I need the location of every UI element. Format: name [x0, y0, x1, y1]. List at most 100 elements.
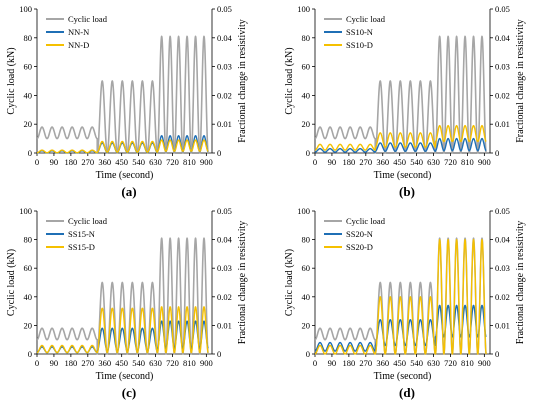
- caption-b: (b): [399, 184, 415, 199]
- y-axis-label: Cyclic load (kN): [284, 47, 295, 114]
- x-tick-label: 90: [328, 157, 337, 167]
- x-tick-label: 630: [149, 157, 162, 167]
- x-tick-label: 900: [200, 157, 213, 167]
- legend-label: Cyclic load: [346, 14, 386, 24]
- series-line-ss15-d: [36, 306, 209, 354]
- x-tick-label: 630: [427, 157, 440, 167]
- x-tick-label: 90: [50, 157, 59, 167]
- x-tick-label: 360: [98, 358, 111, 368]
- x-tick-label: 720: [166, 157, 179, 167]
- y2-tick-label: 0.03: [495, 263, 510, 273]
- y-tick-label: 60: [302, 263, 311, 273]
- y2-tick-label: 0.05: [495, 206, 510, 216]
- x-tick-label: 900: [200, 358, 213, 368]
- x-tick-label: 810: [461, 157, 474, 167]
- chart-panel-1: 0 20 40 60 80 100 0 0.01 0.02 0.03 0.04 0.05 0 90 180 2…: [284, 4, 526, 181]
- y2-tick-label: 0: [495, 349, 499, 359]
- x-tick-label: 540: [410, 157, 423, 167]
- chart-panel-2: 0 20 40 60 80 100 0 0.01 0.02 0.03 0.04 0.05 0 90 180 2…: [6, 206, 248, 382]
- y2-tick-label: 0.03: [217, 263, 232, 273]
- legend-label: SS15-D: [68, 242, 95, 252]
- x-tick-label: 0: [35, 358, 39, 368]
- x-tick-label: 270: [81, 157, 94, 167]
- y-tick-label: 20: [24, 320, 33, 330]
- series-line-ss20-n: [314, 304, 487, 352]
- x-tick-label: 540: [132, 358, 145, 368]
- series-line-ss10-d: [314, 124, 487, 151]
- x-tick-label: 360: [98, 157, 111, 167]
- y2-tick-label: 0.05: [495, 4, 510, 14]
- y-tick-label: 40: [24, 90, 33, 100]
- x-axis-label: Time (second): [374, 170, 432, 181]
- y2-tick-label: 0.05: [217, 206, 232, 216]
- legend-label: SS20-D: [346, 242, 373, 252]
- x-tick-label: 810: [461, 358, 474, 368]
- x-tick-label: 540: [132, 157, 145, 167]
- y2-tick-label: 0.05: [217, 4, 232, 14]
- x-tick-label: 0: [313, 358, 317, 368]
- y2-tick-label: 0.04: [495, 33, 511, 43]
- x-axis-label: Time (second): [96, 371, 154, 382]
- y2-tick-label: 0: [217, 148, 221, 158]
- y-tick-label: 60: [302, 62, 311, 72]
- y-tick-label: 20: [302, 320, 311, 330]
- x-tick-label: 270: [359, 157, 372, 167]
- y-tick-label: 60: [24, 263, 33, 273]
- x-tick-label: 450: [115, 358, 128, 368]
- x-tick-label: 90: [328, 358, 337, 368]
- x-tick-label: 900: [478, 157, 491, 167]
- y2-tick-label: 0.02: [217, 292, 232, 302]
- x-tick-label: 0: [313, 157, 317, 167]
- x-tick-label: 450: [393, 157, 406, 167]
- x-tick-label: 180: [342, 358, 355, 368]
- x-tick-label: 360: [376, 157, 389, 167]
- y2-tick-label: 0.01: [495, 119, 510, 129]
- y-tick-label: 80: [24, 235, 33, 245]
- chart-panel-3: 0 20 40 60 80 100 0 0.01 0.02 0.03 0.04 0.05 0 90 180 2…: [284, 206, 526, 382]
- legend-label: SS10-N: [346, 27, 373, 37]
- series-line-cyclic-load: [36, 35, 210, 154]
- y2-tick-label: 0: [495, 148, 499, 158]
- x-tick-label: 630: [427, 358, 440, 368]
- y2-tick-label: 0.04: [495, 235, 511, 245]
- x-tick-label: 720: [166, 358, 179, 368]
- y-tick-label: 40: [302, 90, 311, 100]
- series-line-ss20-d: [314, 238, 487, 355]
- y-tick-label: 20: [24, 119, 33, 129]
- y2-tick-label: 0.03: [217, 62, 232, 72]
- y-tick-label: 0: [28, 148, 32, 158]
- y-tick-label: 20: [302, 119, 311, 129]
- caption-a: (a): [121, 184, 137, 199]
- caption-c: (c): [121, 385, 137, 400]
- y-tick-label: 0: [28, 349, 32, 359]
- y-tick-label: 80: [24, 33, 33, 43]
- x-tick-label: 180: [342, 157, 355, 167]
- x-axis-label: Time (second): [96, 170, 154, 181]
- y-tick-label: 100: [297, 4, 310, 14]
- x-tick-label: 630: [149, 358, 162, 368]
- x-tick-label: 180: [64, 358, 77, 368]
- y2-tick-label: 0.02: [217, 90, 232, 100]
- caption-d: (d): [399, 385, 415, 400]
- y2-tick-label: 0.02: [495, 90, 510, 100]
- y2-tick-label: 0.02: [495, 292, 510, 302]
- y2-tick-label: 0.04: [217, 235, 233, 245]
- legend-label: Cyclic load: [346, 216, 386, 226]
- x-tick-label: 900: [478, 358, 491, 368]
- legend-label: Cyclic load: [68, 14, 108, 24]
- y2-tick-label: 0.01: [495, 320, 510, 330]
- x-tick-label: 0: [35, 157, 39, 167]
- y2-axis-label: Fractional change in resistivity: [237, 19, 248, 143]
- chart-panel-0: 0 20 40 60 80 100 0 0.01 0.02 0.03 0.04 0.05 0 90 180 2…: [6, 4, 248, 181]
- y-tick-label: 100: [19, 4, 32, 14]
- y-tick-label: 0: [306, 349, 310, 359]
- x-tick-label: 450: [393, 358, 406, 368]
- x-tick-label: 90: [50, 358, 59, 368]
- y-tick-label: 80: [302, 33, 311, 43]
- y-axis-label: Cyclic load (kN): [284, 249, 295, 316]
- x-tick-label: 360: [376, 358, 389, 368]
- legend-label: SS15-N: [68, 229, 95, 239]
- y-tick-label: 100: [19, 206, 32, 216]
- x-tick-label: 720: [444, 157, 457, 167]
